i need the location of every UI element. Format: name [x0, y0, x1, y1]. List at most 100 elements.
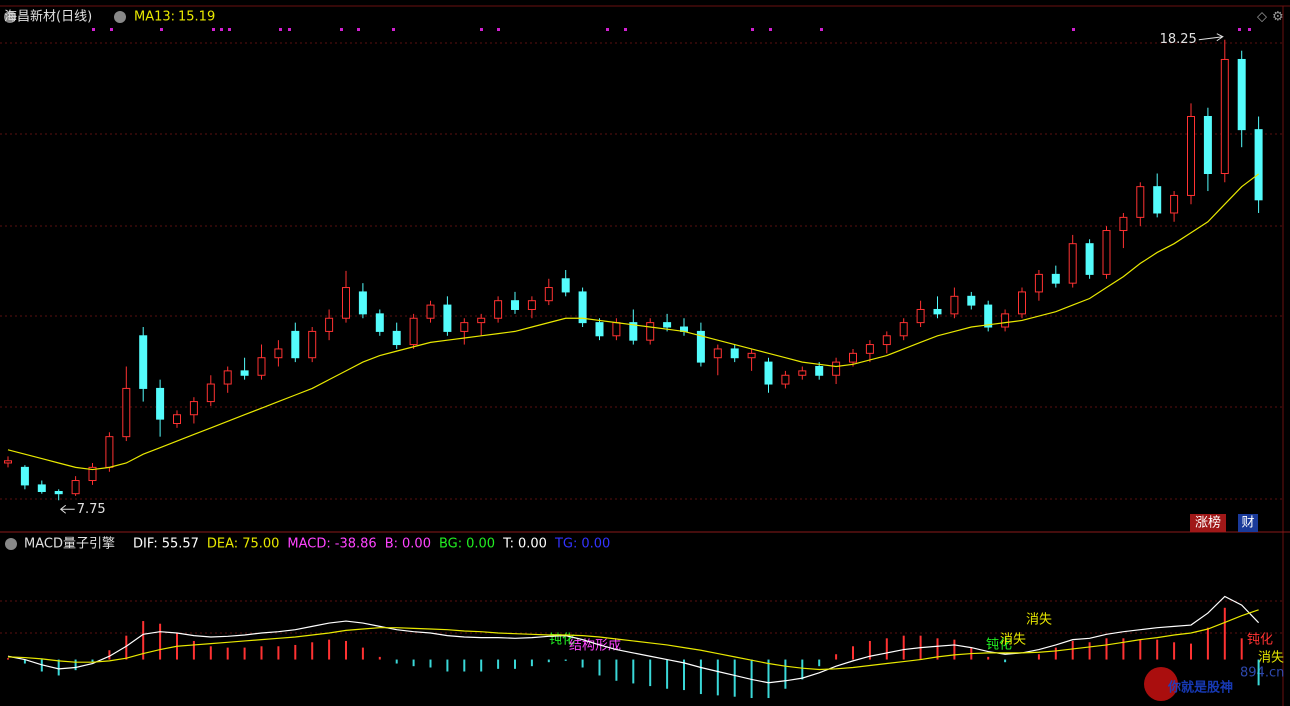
candle-body — [477, 317, 486, 324]
candle-body — [798, 370, 807, 376]
candle-body — [916, 308, 925, 324]
candle-body — [950, 295, 959, 315]
candle-body — [730, 348, 739, 359]
indicator-name: T: — [502, 537, 514, 552]
macd-line — [7, 609, 1259, 671]
indicator-value: 0.00 — [581, 537, 610, 552]
candle-body — [1203, 115, 1212, 175]
candle-body — [646, 322, 655, 341]
candle-body — [629, 322, 638, 341]
candle-body — [409, 317, 418, 346]
indicator-value: 75.00 — [242, 537, 279, 552]
candle-body — [156, 387, 165, 420]
candle-body — [781, 374, 790, 385]
candle-body — [984, 304, 993, 328]
candle-body — [527, 300, 536, 310]
settings-icon[interactable]: ⚙ — [1272, 10, 1284, 25]
stock-title: 海昌新材(日线) — [4, 9, 92, 25]
watermark: 你就是股神 — [1167, 680, 1233, 696]
candle-body — [37, 484, 46, 492]
candle-body — [274, 348, 283, 359]
high-label: 18.25 — [1160, 32, 1197, 47]
candle-body — [696, 330, 705, 363]
candle-body — [257, 357, 266, 376]
candle-body — [494, 300, 503, 319]
candle-body — [358, 291, 367, 315]
candle-body — [71, 480, 80, 495]
indicator-value: 0.00 — [518, 537, 547, 552]
candle-body — [105, 436, 114, 468]
candle-body — [139, 335, 148, 389]
macd-annotation: 消失 — [1258, 651, 1284, 666]
candle-body — [291, 330, 300, 359]
candle-body — [1018, 291, 1026, 315]
candle-body — [88, 466, 97, 482]
candle-body — [308, 330, 317, 359]
indicator-toggle[interactable] — [5, 538, 17, 550]
indicator-name: MACD: — [287, 537, 330, 552]
candle-body — [122, 387, 131, 438]
candle-body — [832, 361, 841, 376]
candle-body — [1187, 115, 1195, 196]
candle-body — [612, 322, 621, 337]
candle-body — [426, 304, 435, 319]
watermark-site: 894.cn — [1240, 666, 1284, 681]
indicator-value: 55.57 — [162, 537, 199, 552]
macd-annotation: 消失 — [1026, 613, 1052, 628]
indicator-name: B: — [385, 537, 398, 552]
ma-value: 15.19 — [178, 10, 215, 25]
collapse-toggle[interactable] — [4, 11, 16, 23]
signal-dots — [92, 28, 1251, 31]
finance-button-label[interactable]: 财 — [1241, 516, 1254, 531]
grid — [0, 42, 1283, 634]
candle-body — [1254, 129, 1263, 201]
candle-body — [849, 352, 857, 363]
indicator-name: BG: — [439, 537, 462, 552]
low-arrow — [59, 504, 75, 514]
candle-body — [1119, 216, 1128, 232]
macd-annotation: 消失 — [1000, 633, 1026, 648]
macd-annotation: 结构形成 — [569, 639, 621, 654]
candle-body — [189, 401, 198, 416]
indicator-name: DIF: — [133, 537, 158, 552]
candle-body — [240, 370, 249, 376]
macd-panel — [7, 595, 1260, 699]
candle-body — [1170, 194, 1179, 214]
candle-body — [1001, 313, 1010, 328]
candle-body — [54, 490, 63, 495]
macd-line — [7, 595, 1260, 684]
candle-body — [4, 460, 12, 464]
rank-button[interactable] — [1190, 514, 1226, 532]
candle-body — [443, 304, 452, 332]
price-panel: 18.25 7.75 — [4, 32, 1263, 517]
candle-body — [460, 322, 469, 332]
candle-body — [173, 414, 181, 425]
candle-body — [578, 291, 587, 324]
candle-body — [1051, 273, 1060, 284]
ma-label: MA13: — [134, 10, 175, 25]
candle-body — [899, 322, 908, 337]
rank-button-label[interactable]: 涨榜 — [1195, 515, 1221, 531]
indicator-name: DEA: — [207, 537, 238, 552]
candle-body — [1085, 243, 1094, 275]
candle-body — [392, 330, 401, 346]
candle-body — [1136, 186, 1145, 218]
candle-body — [663, 322, 672, 328]
low-label: 7.75 — [77, 502, 106, 517]
watermark-logo — [1144, 667, 1178, 701]
macd-annotation: 钝化 — [1247, 633, 1273, 648]
candle-body — [1068, 243, 1077, 284]
candle-body — [206, 383, 215, 403]
diamond-icon[interactable]: ◇ — [1257, 10, 1267, 25]
candle-body — [1153, 186, 1162, 214]
indicator-toggle[interactable] — [114, 11, 126, 23]
indicator-values: DIF: 55.57 DEA: 75.00 MACD: -38.86 B: 0.00 BG: 0.… — [133, 537, 610, 552]
candle-body — [375, 313, 384, 332]
candle-body — [1034, 273, 1043, 293]
finance-button[interactable] — [1238, 514, 1258, 532]
candle-body — [764, 361, 773, 385]
candle-body — [561, 278, 570, 293]
candle-body — [933, 308, 942, 315]
candle-body — [511, 300, 519, 310]
candle-body — [747, 352, 756, 359]
